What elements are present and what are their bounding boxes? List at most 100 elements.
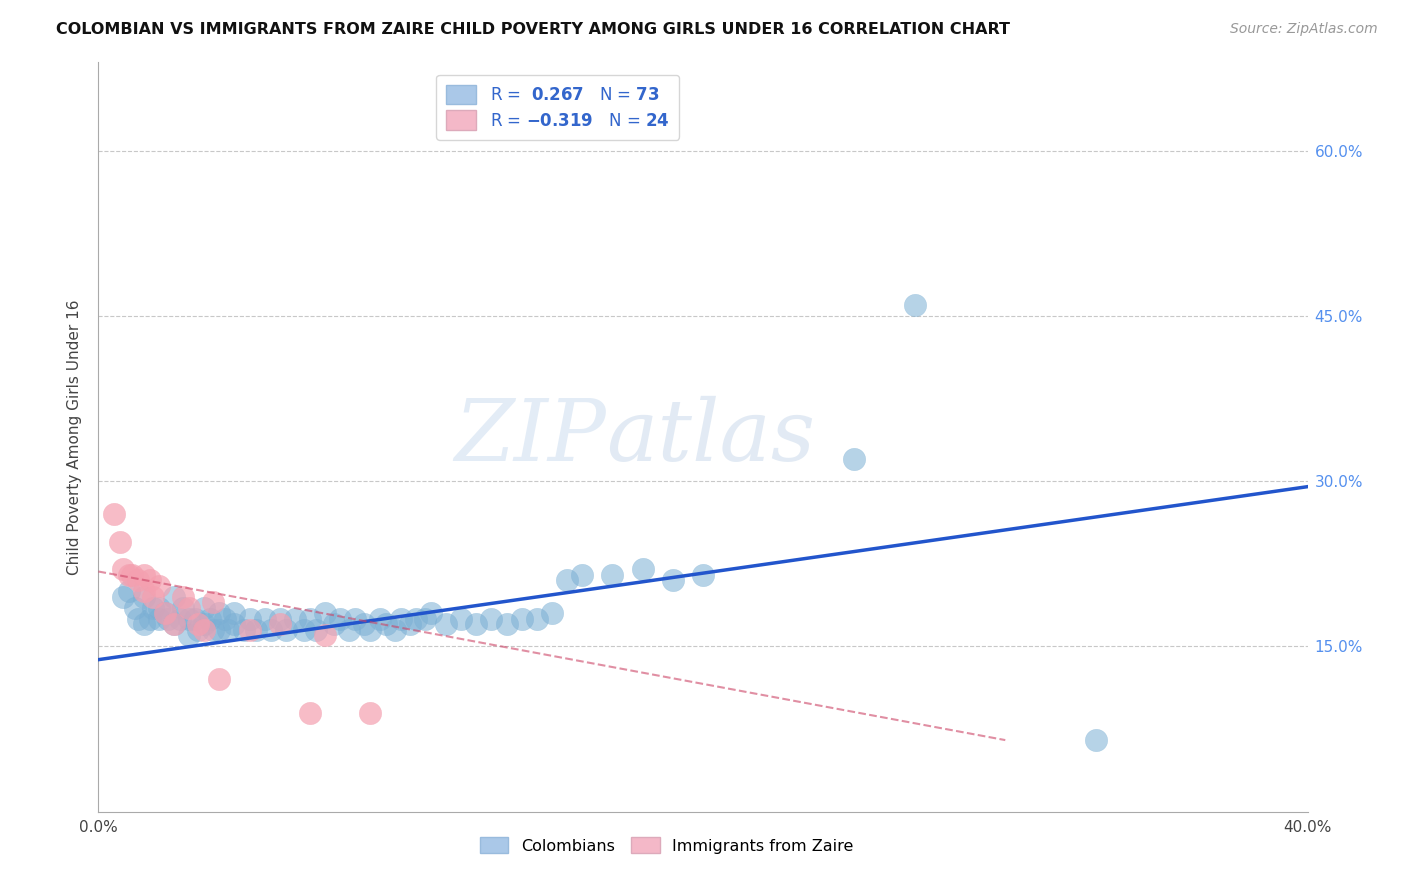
Point — [193, 600, 215, 615]
Point — [121, 567, 143, 582]
Point — [631, 562, 654, 576]
Point — [163, 590, 186, 604]
Point — [179, 612, 201, 626]
Point — [187, 623, 209, 637]
Point — [153, 607, 176, 621]
Point — [127, 574, 149, 588]
Point — [495, 617, 517, 632]
Legend: Colombians, Immigrants from Zaire: Colombians, Immigrants from Zaire — [474, 830, 860, 860]
Point — [305, 623, 328, 637]
Point — [148, 612, 170, 626]
Point — [405, 612, 427, 626]
Point — [111, 590, 134, 604]
Point — [314, 628, 336, 642]
Point — [844, 452, 866, 467]
Text: Source: ZipAtlas.com: Source: ZipAtlas.com — [1230, 22, 1378, 37]
Point — [360, 706, 382, 720]
Point — [904, 298, 927, 312]
Point — [260, 623, 283, 637]
Point — [389, 612, 412, 626]
Point — [214, 612, 236, 626]
Point — [200, 612, 222, 626]
Point — [208, 673, 231, 687]
Point — [202, 623, 225, 637]
Point — [420, 607, 443, 621]
Point — [132, 584, 155, 599]
Y-axis label: Child Poverty Among Girls Under 16: Child Poverty Among Girls Under 16 — [67, 300, 83, 574]
Point — [269, 617, 291, 632]
Point — [193, 617, 215, 632]
Point — [344, 612, 367, 626]
Point — [450, 612, 472, 626]
Point — [172, 590, 194, 604]
Point — [374, 617, 396, 632]
Point — [202, 595, 225, 609]
Point — [526, 612, 548, 626]
Point — [124, 600, 146, 615]
Point — [148, 579, 170, 593]
Point — [208, 607, 231, 621]
Point — [169, 612, 191, 626]
Point — [1085, 733, 1108, 747]
Point — [329, 612, 352, 626]
Point — [156, 612, 179, 626]
Point — [274, 623, 297, 637]
Point — [224, 617, 246, 632]
Point — [269, 612, 291, 626]
Point — [368, 612, 391, 626]
Point — [292, 623, 315, 637]
Point — [103, 507, 125, 521]
Point — [323, 617, 346, 632]
Point — [398, 617, 420, 632]
Point — [132, 590, 155, 604]
Point — [142, 590, 165, 604]
Point — [172, 600, 194, 615]
Point — [571, 567, 593, 582]
Point — [179, 600, 201, 615]
Point — [245, 623, 267, 637]
Point — [224, 607, 246, 621]
Point — [132, 567, 155, 582]
Point — [163, 617, 186, 632]
Point — [127, 612, 149, 626]
Point — [602, 567, 624, 582]
Point — [232, 623, 254, 637]
Point — [481, 612, 503, 626]
Point — [661, 574, 683, 588]
Point — [299, 612, 322, 626]
Point — [153, 607, 176, 621]
Point — [692, 567, 714, 582]
Text: atlas: atlas — [606, 396, 815, 478]
Point — [353, 617, 375, 632]
Point — [540, 607, 562, 621]
Point — [142, 600, 165, 615]
Point — [555, 574, 578, 588]
Point — [179, 628, 201, 642]
Point — [217, 623, 239, 637]
Point — [118, 584, 141, 599]
Point — [239, 623, 262, 637]
Point — [139, 574, 162, 588]
Point — [510, 612, 533, 626]
Point — [148, 600, 170, 615]
Point — [118, 567, 141, 582]
Text: COLOMBIAN VS IMMIGRANTS FROM ZAIRE CHILD POVERTY AMONG GIRLS UNDER 16 CORRELATIO: COLOMBIAN VS IMMIGRANTS FROM ZAIRE CHILD… — [56, 22, 1011, 37]
Point — [139, 612, 162, 626]
Point — [465, 617, 488, 632]
Point — [337, 623, 360, 637]
Point — [184, 612, 207, 626]
Point — [193, 623, 215, 637]
Point — [434, 617, 457, 632]
Point — [239, 612, 262, 626]
Point — [314, 607, 336, 621]
Point — [111, 562, 134, 576]
Point — [360, 623, 382, 637]
Text: ZIP: ZIP — [454, 396, 606, 478]
Point — [108, 534, 131, 549]
Point — [384, 623, 406, 637]
Point — [413, 612, 436, 626]
Point — [299, 706, 322, 720]
Point — [132, 617, 155, 632]
Point — [253, 612, 276, 626]
Point — [208, 623, 231, 637]
